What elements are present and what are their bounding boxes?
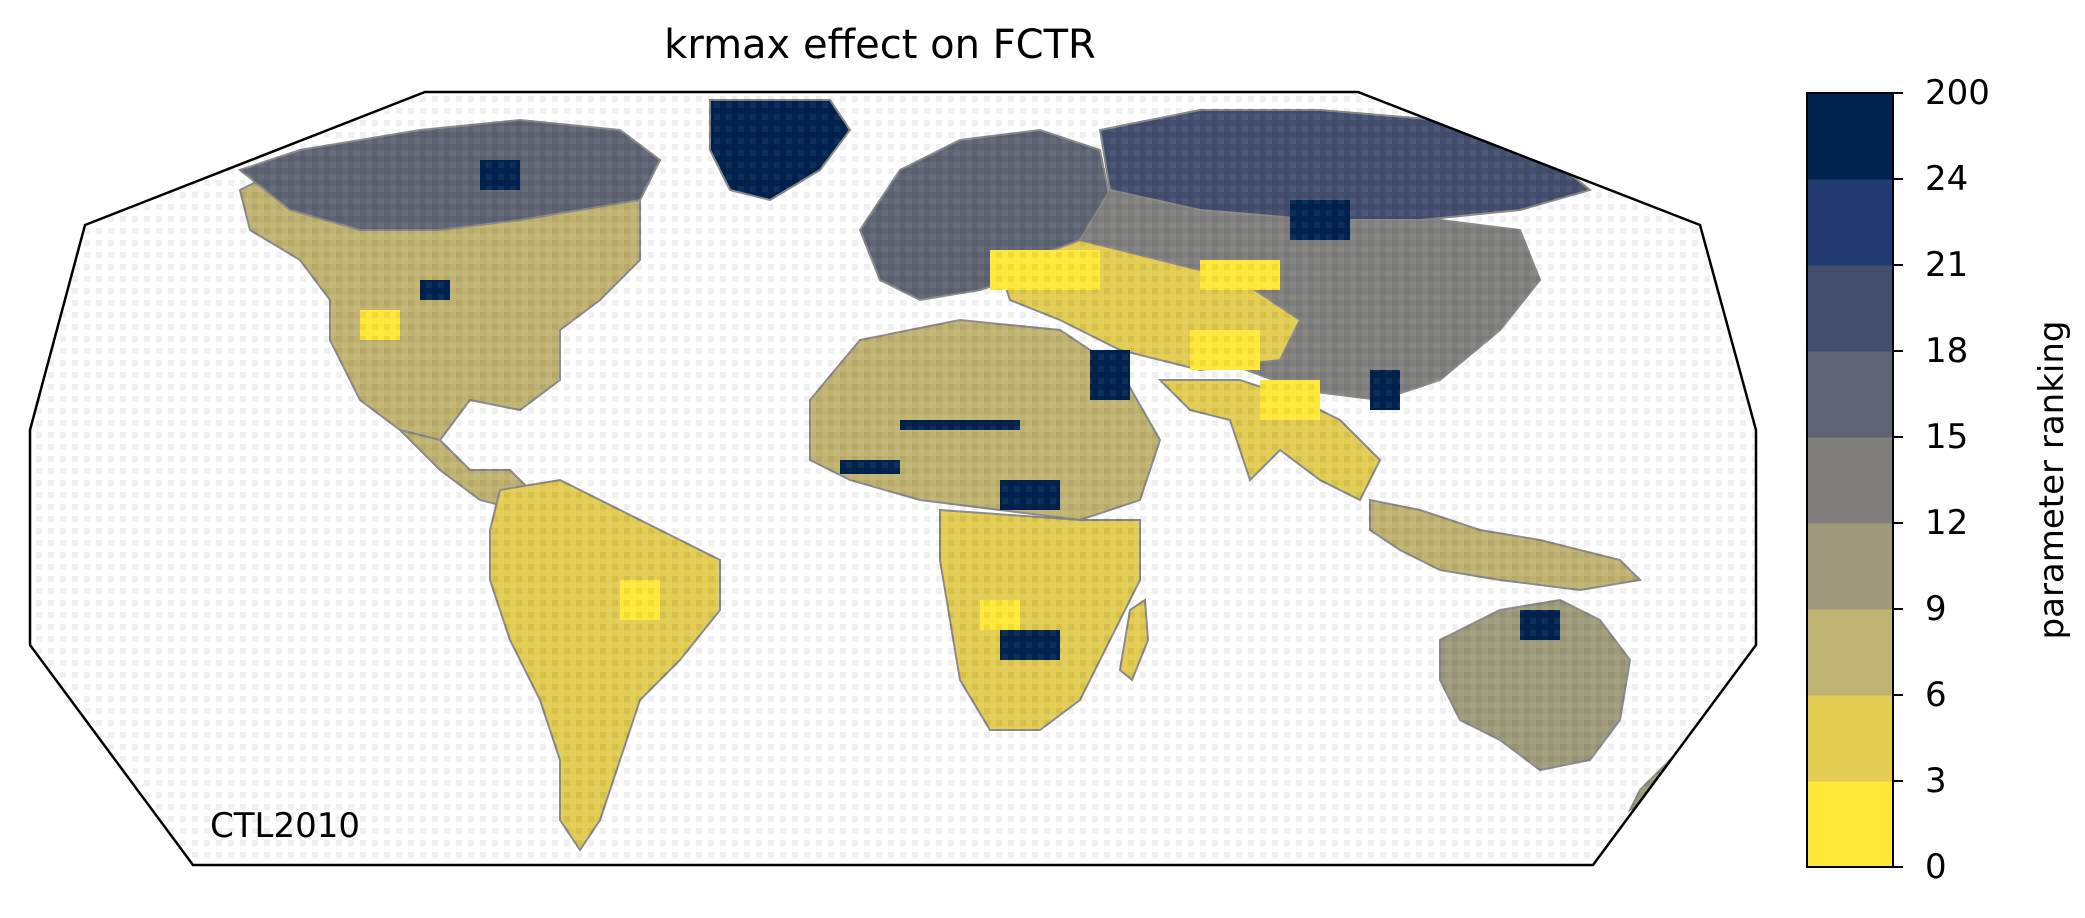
- patch: [980, 600, 1020, 630]
- colorbar-tick-label: 3: [1925, 761, 1947, 801]
- region-africa-south: [939, 508, 1141, 731]
- patch: [420, 280, 450, 300]
- colorbar: [1806, 92, 1903, 868]
- patch: [840, 460, 900, 474]
- colorbar-segment: [1807, 437, 1893, 524]
- chart-title: krmax effect on FCTR: [664, 22, 1096, 68]
- patch: [1000, 630, 1060, 660]
- colorbar-segment: [1807, 179, 1893, 266]
- world-map: [28, 90, 1758, 867]
- patch: [1370, 370, 1400, 410]
- patch: [1520, 610, 1560, 640]
- land-layer: [30, 92, 1756, 865]
- patch: [1190, 330, 1260, 370]
- colorbar-label: parameter ranking: [2032, 320, 2072, 640]
- colorbar-segment: [1807, 265, 1893, 352]
- colorbar-segment: [1807, 781, 1893, 868]
- colorbar-segment: [1807, 351, 1893, 438]
- patch: [900, 420, 1020, 430]
- colorbar-tick-label: 15: [1925, 417, 1969, 457]
- colorbar-tick-label: 200: [1925, 73, 1990, 113]
- colorbar-tick-label: 6: [1925, 675, 1947, 715]
- map-boundary: [28, 90, 1758, 867]
- colorbar-tick-label: 12: [1925, 503, 1969, 543]
- patch: [1290, 200, 1350, 240]
- patch: [1000, 480, 1060, 510]
- region-indonesia: [1369, 498, 1643, 592]
- patch: [990, 250, 1100, 290]
- region-south-america: [489, 478, 721, 852]
- patch: [1260, 380, 1320, 420]
- scenario-label: CTL2010: [210, 806, 360, 846]
- colorbar-tick-label: 9: [1925, 589, 1947, 629]
- colorbar-segment: [1807, 695, 1893, 782]
- colorbar-tick-label: 21: [1925, 245, 1969, 285]
- colorbar-tick-label: 18: [1925, 331, 1969, 371]
- colorbar-tick-label: 0: [1925, 847, 1947, 887]
- patch: [620, 580, 660, 620]
- colorbar-segment: [1807, 93, 1893, 180]
- colorbar-border: [1806, 92, 1894, 868]
- colorbar-segment: [1807, 609, 1893, 696]
- patch: [1090, 350, 1130, 400]
- patch: [1200, 260, 1280, 290]
- colorbar-tick-label: 24: [1925, 159, 1969, 199]
- region-greenland: [709, 99, 852, 202]
- colorbar-segment: [1807, 523, 1893, 610]
- patch: [360, 310, 400, 340]
- patch: [480, 160, 520, 190]
